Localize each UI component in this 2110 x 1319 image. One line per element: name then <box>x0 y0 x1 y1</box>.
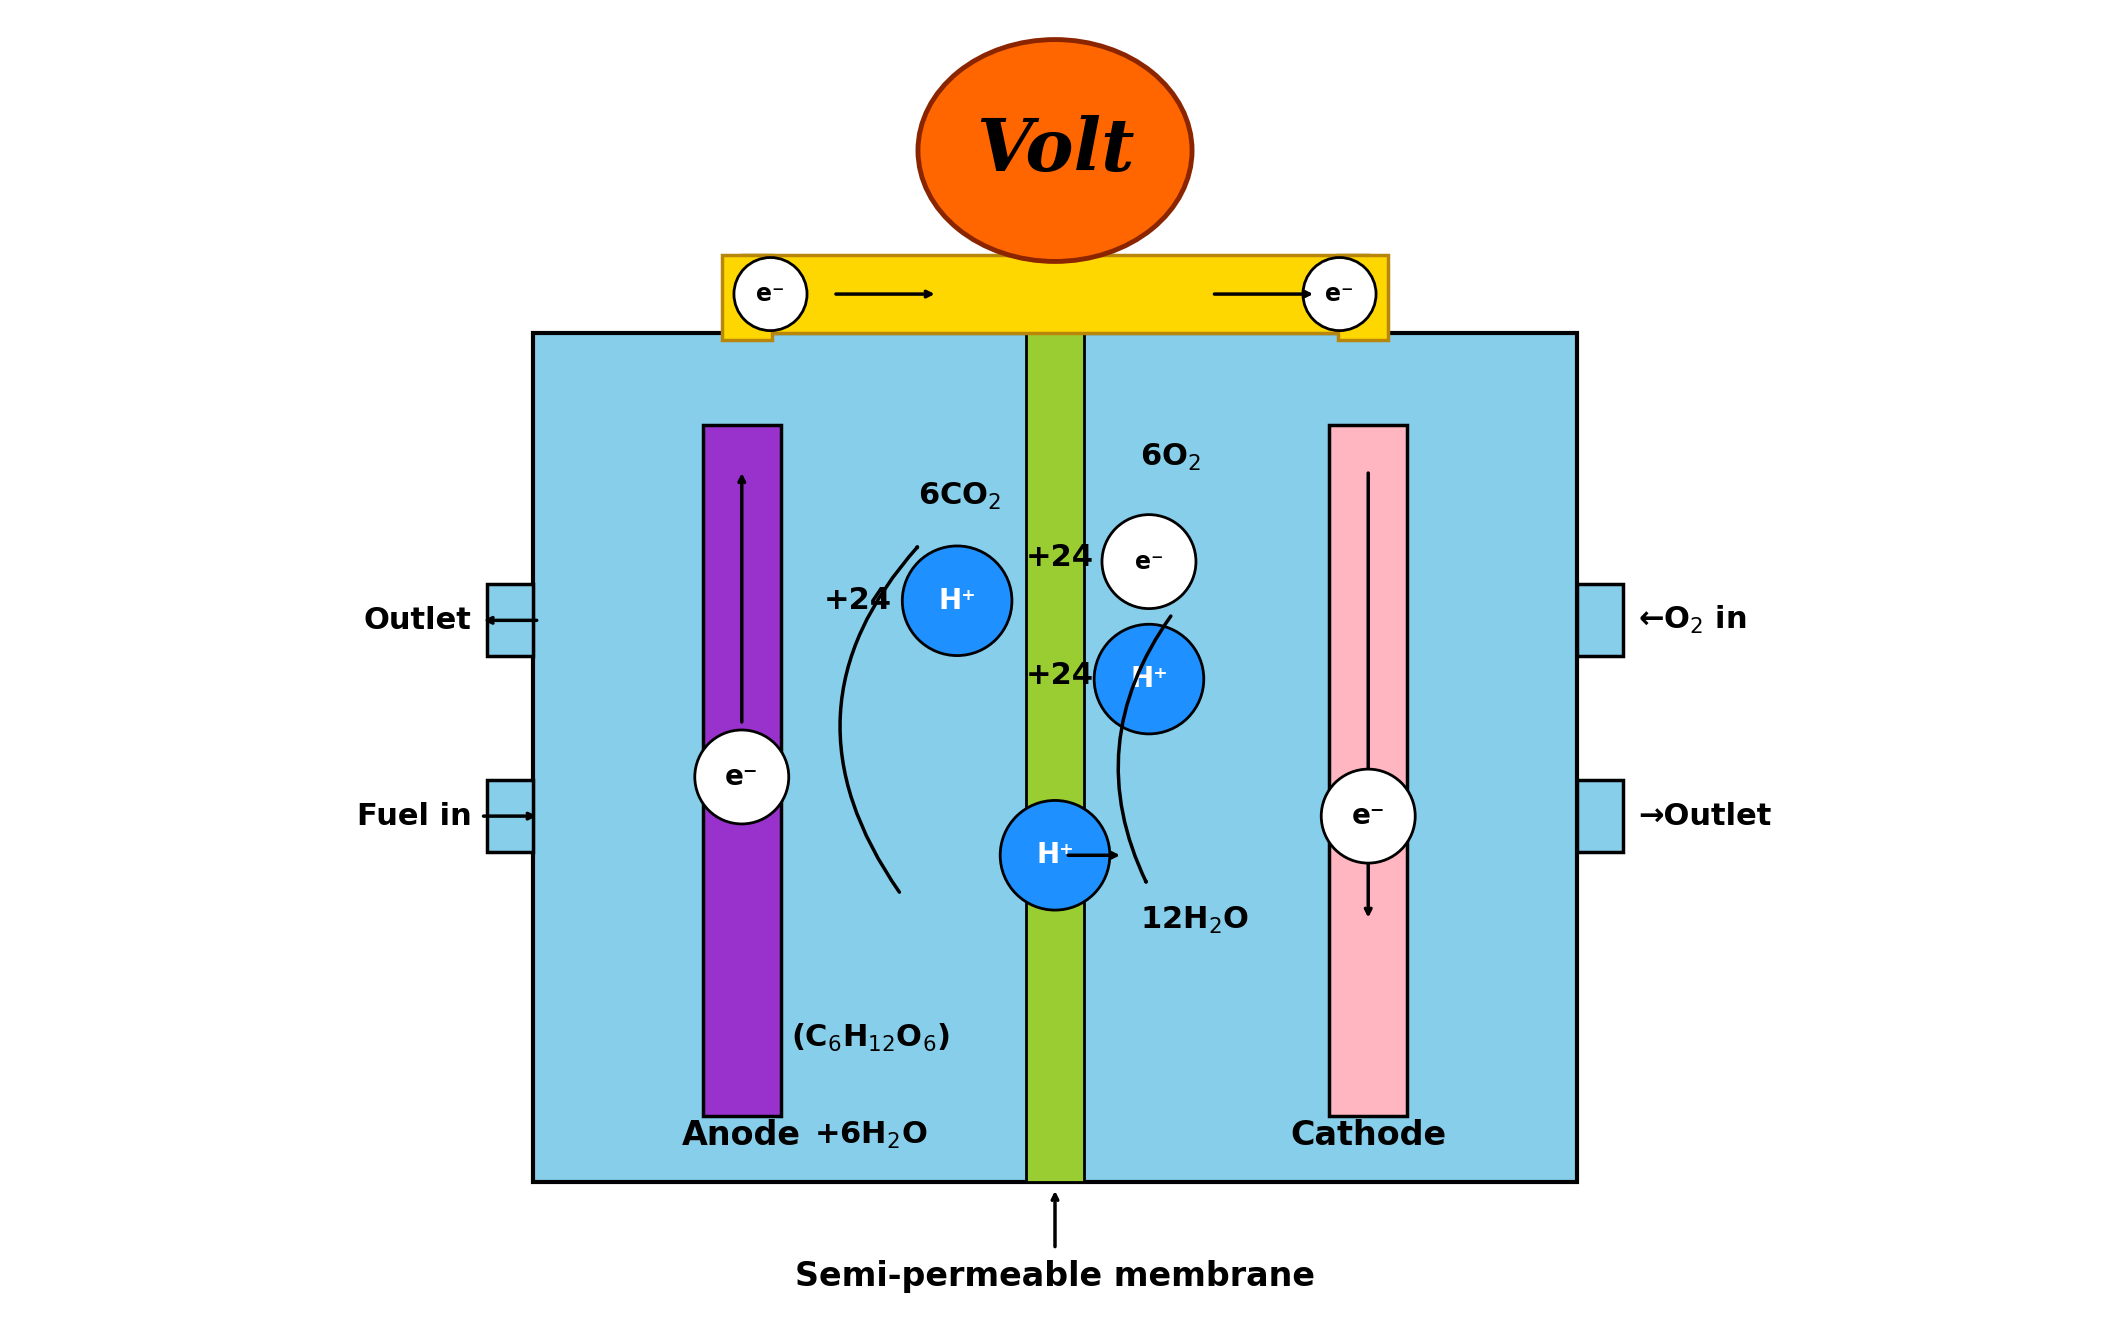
FancyBboxPatch shape <box>1576 781 1623 852</box>
Text: +6H$_2$O: +6H$_2$O <box>814 1120 926 1151</box>
Ellipse shape <box>918 40 1192 261</box>
Text: →Outlet: →Outlet <box>1637 802 1772 831</box>
Text: e⁻: e⁻ <box>1353 802 1384 830</box>
Text: H⁺: H⁺ <box>939 587 977 615</box>
Circle shape <box>1321 769 1416 863</box>
FancyBboxPatch shape <box>1025 334 1085 1182</box>
Text: Outlet: Outlet <box>363 605 473 634</box>
Text: 6CO$_2$: 6CO$_2$ <box>918 481 1002 512</box>
Circle shape <box>1095 624 1205 733</box>
FancyBboxPatch shape <box>534 334 1576 1182</box>
Circle shape <box>734 257 806 331</box>
FancyBboxPatch shape <box>722 255 772 340</box>
Text: Fuel in: Fuel in <box>357 802 473 831</box>
Text: +24: +24 <box>823 586 893 615</box>
Text: H⁺: H⁺ <box>1131 665 1167 692</box>
Text: 6O$_2$: 6O$_2$ <box>1139 442 1201 472</box>
Text: Cathode: Cathode <box>1289 1120 1445 1153</box>
Text: Semi-permeable membrane: Semi-permeable membrane <box>795 1260 1315 1293</box>
FancyBboxPatch shape <box>1329 425 1407 1116</box>
FancyArrowPatch shape <box>1118 616 1171 882</box>
FancyBboxPatch shape <box>487 584 534 657</box>
Circle shape <box>1304 257 1376 331</box>
FancyBboxPatch shape <box>743 255 1367 334</box>
FancyBboxPatch shape <box>1338 255 1388 340</box>
Circle shape <box>694 729 789 824</box>
Text: ←O$_2$ in: ←O$_2$ in <box>1637 604 1747 636</box>
Text: +24: +24 <box>1025 543 1095 572</box>
Text: e⁻: e⁻ <box>755 282 785 306</box>
Text: +24: +24 <box>1025 661 1095 690</box>
Text: Anode: Anode <box>682 1120 802 1153</box>
Text: 12H$_2$O: 12H$_2$O <box>1139 905 1249 936</box>
Circle shape <box>1101 514 1196 608</box>
FancyBboxPatch shape <box>703 425 781 1116</box>
Text: e⁻: e⁻ <box>1325 282 1355 306</box>
FancyBboxPatch shape <box>487 781 534 852</box>
Text: Volt: Volt <box>975 115 1135 186</box>
Text: e⁻: e⁻ <box>726 762 757 791</box>
Text: e⁻: e⁻ <box>1135 550 1163 574</box>
Circle shape <box>1000 801 1110 910</box>
Text: (C$_6$H$_{12}$O$_6$): (C$_6$H$_{12}$O$_6$) <box>791 1022 950 1054</box>
Circle shape <box>903 546 1013 656</box>
FancyArrowPatch shape <box>840 547 918 892</box>
Text: H⁺: H⁺ <box>1036 842 1074 869</box>
FancyBboxPatch shape <box>1576 584 1623 657</box>
